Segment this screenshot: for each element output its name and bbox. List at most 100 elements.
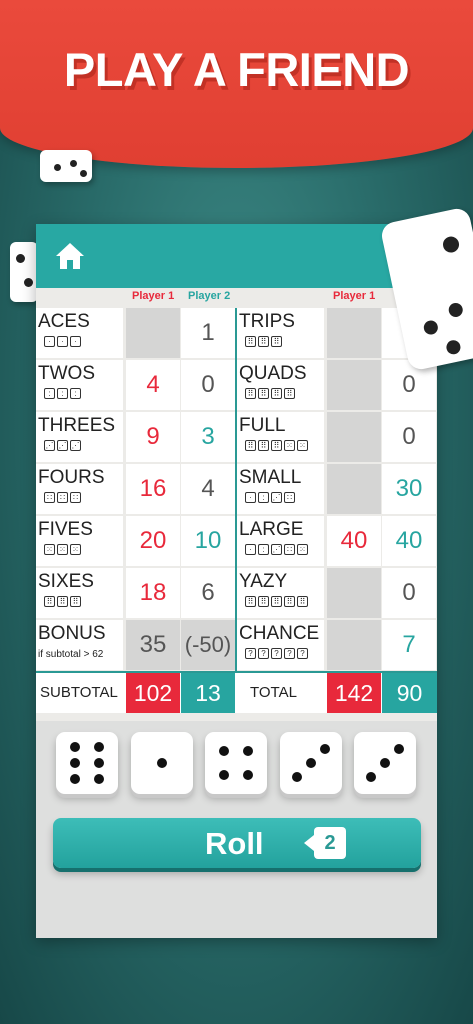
row-label: LARGE bbox=[239, 519, 304, 540]
die-3[interactable] bbox=[280, 732, 342, 794]
player2-score[interactable]: 3 bbox=[181, 412, 235, 462]
home-icon[interactable] bbox=[54, 240, 86, 272]
score-row-yazy[interactable]: YAZY ⠿ ⠿ ⠿ ⠿ ⠿ 0 bbox=[36, 568, 437, 618]
player1-score[interactable]: 18 bbox=[126, 568, 180, 618]
dice-icons: ⠿ ⠿ ⠿ bbox=[44, 596, 81, 607]
score-row-full[interactable]: FULL ⠿ ⠿ ⠿ ⁙ ⁙ 0 bbox=[36, 412, 437, 462]
dice-icons: · · · bbox=[44, 336, 81, 347]
pip bbox=[70, 742, 80, 752]
pip bbox=[292, 772, 302, 782]
player2-score[interactable]: 7 bbox=[382, 620, 436, 670]
player1-score[interactable]: 9 bbox=[126, 412, 180, 462]
rolls-remaining-badge: 2 bbox=[304, 827, 346, 859]
dice-icons: ????? bbox=[245, 648, 308, 659]
player1-score[interactable]: 16 bbox=[126, 464, 180, 514]
row-label: THREES bbox=[38, 415, 116, 436]
die-3[interactable] bbox=[354, 732, 416, 794]
player1-total: 142 bbox=[327, 673, 381, 713]
score-row-quads[interactable]: QUADS ⠿ ⠿ ⠿ ⠿ 0 bbox=[36, 360, 437, 410]
player2-score[interactable]: 1 bbox=[181, 308, 235, 358]
score-row-trips[interactable]: TRIPS ⠿⠿⠿ 0 bbox=[36, 308, 437, 358]
pip bbox=[380, 758, 390, 768]
player1-score[interactable] bbox=[327, 464, 381, 514]
roll-button[interactable]: Roll 2 bbox=[53, 818, 421, 868]
scorecard-board: Player 1 Player 2 Player 1 P ACES ··· 1 … bbox=[36, 224, 437, 938]
row-label: CHANCE bbox=[239, 623, 320, 644]
subtotal-label: SUBTOTAL bbox=[40, 684, 118, 701]
row-label: FOURS bbox=[38, 467, 105, 488]
player1-score[interactable]: 4 bbox=[126, 360, 180, 410]
row-label: SIXES bbox=[38, 571, 94, 592]
background-die-icon bbox=[40, 150, 92, 182]
player2-header: Player 2 bbox=[188, 290, 231, 302]
dice-icons: ⁙ ⁙ ⁙ bbox=[44, 544, 81, 555]
row-label: FIVES bbox=[38, 519, 93, 540]
score-row-threes[interactable]: THREES ⋰ ⋰ ⋰ 9 3 bbox=[36, 412, 437, 462]
player1-score[interactable] bbox=[126, 308, 180, 358]
banner-title: PLAY A FRIEND bbox=[63, 43, 410, 96]
player1-score[interactable] bbox=[327, 308, 381, 358]
player2-score[interactable]: 0 bbox=[382, 412, 436, 462]
pip bbox=[219, 770, 229, 780]
score-row-twos[interactable]: TWOS ::: 4 0 bbox=[36, 360, 437, 410]
player1-score[interactable]: 40 bbox=[327, 516, 381, 566]
pip bbox=[219, 746, 229, 756]
player1-score[interactable] bbox=[327, 568, 381, 618]
player2-score[interactable]: 10 bbox=[181, 516, 235, 566]
player2-bonus: (-50) bbox=[181, 620, 235, 670]
row-label: TWOS bbox=[38, 363, 95, 384]
dice-icons: ⠿ ⠿ ⠿ ⠿ bbox=[245, 388, 295, 399]
player1-score[interactable] bbox=[327, 412, 381, 462]
totals-divider bbox=[36, 671, 437, 673]
player2-score[interactable]: 0 bbox=[382, 360, 436, 410]
score-row-fives[interactable]: FIVES ⁙ ⁙ ⁙ 20 10 bbox=[36, 516, 437, 566]
pip bbox=[94, 774, 104, 784]
column-divider bbox=[235, 308, 237, 713]
player1-score[interactable] bbox=[327, 620, 381, 670]
player2-score[interactable]: 0 bbox=[181, 360, 235, 410]
player1-subtotal: 102 bbox=[126, 673, 180, 713]
row-label: QUADS bbox=[239, 363, 307, 384]
score-row-bonus: BONUS if subtotal > 62 35 (-50) bbox=[36, 620, 437, 670]
die-6[interactable] bbox=[56, 732, 118, 794]
background-die-icon bbox=[10, 242, 38, 302]
row-label: SMALL bbox=[239, 467, 302, 488]
dice-icons: ·: ⋰ ∷ ⁙ bbox=[245, 544, 308, 555]
player2-score[interactable]: 6 bbox=[181, 568, 235, 618]
score-row-small[interactable]: SMALL ·: ⋰ ∷ 30 bbox=[36, 464, 437, 514]
dice-icons: ∷ ∷ ∷ bbox=[44, 492, 81, 503]
player1-bonus: 35 bbox=[126, 620, 180, 670]
score-row-chance[interactable]: CHANCE ????? 7 bbox=[36, 620, 437, 670]
bonus-condition: if subtotal > 62 bbox=[38, 649, 104, 660]
score-row-fours[interactable]: FOURS ∷ ∷ ∷ 16 4 bbox=[36, 464, 437, 514]
row-label: FULL bbox=[239, 415, 286, 436]
die-4[interactable] bbox=[205, 732, 267, 794]
pip bbox=[157, 758, 167, 768]
pip bbox=[394, 744, 404, 754]
row-label: TRIPS bbox=[239, 311, 295, 332]
pip bbox=[320, 744, 330, 754]
score-row-large[interactable]: LARGE ·: ⋰ ∷ ⁙ 40 40 bbox=[36, 516, 437, 566]
player1-header-right: Player 1 bbox=[333, 290, 376, 302]
dice-icons: ::: bbox=[44, 388, 81, 399]
dice-icons: ⠿ ⠿ ⠿ ⁙ ⁙ bbox=[245, 440, 308, 451]
totals-row: SUBTOTAL 102 13 TOTAL 142 90 bbox=[36, 673, 437, 713]
pip bbox=[94, 742, 104, 752]
pip bbox=[70, 758, 80, 768]
row-label: BONUS bbox=[38, 623, 106, 644]
player1-score[interactable]: 20 bbox=[126, 516, 180, 566]
score-row-aces[interactable]: ACES · · · 1 bbox=[36, 308, 437, 358]
player2-score[interactable]: 40 bbox=[382, 516, 436, 566]
player1-score[interactable] bbox=[327, 360, 381, 410]
die-1[interactable] bbox=[131, 732, 193, 794]
pip bbox=[70, 774, 80, 784]
player2-score[interactable]: 30 bbox=[382, 464, 436, 514]
player2-score[interactable]: 0 bbox=[382, 568, 436, 618]
score-row-sixes[interactable]: SIXES ⠿ ⠿ ⠿ 18 6 bbox=[36, 568, 437, 618]
dice-icons: ⠿ ⠿ ⠿ ⠿ ⠿ bbox=[245, 596, 308, 607]
pip bbox=[306, 758, 316, 768]
player2-score[interactable]: 4 bbox=[181, 464, 235, 514]
pip bbox=[94, 758, 104, 768]
player2-subtotal: 13 bbox=[181, 673, 235, 713]
board-topbar bbox=[36, 224, 437, 288]
